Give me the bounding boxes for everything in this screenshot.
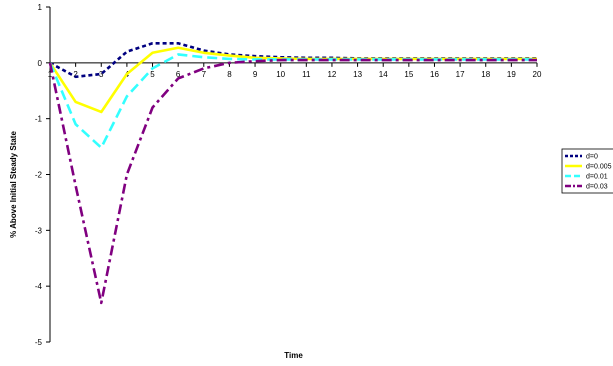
x-ticks: 1 2 3 4 5 6 7 8 9 10 11 12 13 14 15 16 17 18 19 20 (48, 62, 542, 79)
y-tick-label: -3 (35, 226, 43, 235)
x-tick-label: 15 (404, 70, 413, 79)
x-tick-label: 20 (533, 70, 542, 79)
x-tick-label: 17 (456, 70, 465, 79)
legend: d=0 d=0.005 d=0.01 d=0.03 (561, 148, 613, 194)
x-tick-label: 6 (176, 70, 181, 79)
legend-label-1: d=0.005 (586, 164, 612, 171)
y-tick-label: 0 (38, 59, 43, 68)
x-tick-label: 14 (379, 70, 388, 79)
x-axis-title: Time (284, 351, 303, 360)
legend-label-0: d=0 (586, 154, 598, 161)
y-tick-label: 1 (38, 3, 43, 12)
y-tick-label: -1 (35, 115, 43, 124)
y-axis-title: % Above Initial Steady State (9, 131, 18, 238)
x-tick-label: 8 (227, 70, 232, 79)
x-tick-label: 18 (481, 70, 490, 79)
y-ticks: 10-1-2-3-4-5 (35, 3, 50, 347)
legend-label-2: d=0.01 (586, 174, 608, 181)
x-tick-label: 13 (353, 70, 362, 79)
x-tick-label: 19 (507, 70, 516, 79)
x-tick-label: 1 (48, 70, 53, 79)
x-tick-label: 5 (150, 70, 155, 79)
x-tick-label: 16 (430, 70, 439, 79)
series-line-3 (48, 58, 537, 305)
x-tick-label: 3 (99, 70, 104, 79)
y-tick-label: -5 (35, 338, 43, 347)
x-tick-label: 9 (253, 70, 258, 79)
y-tick-label: -2 (35, 171, 43, 180)
x-tick-label: 11 (302, 70, 311, 79)
x-tick-label: 10 (276, 70, 285, 79)
series-lines (48, 41, 537, 305)
x-tick-label: 7 (202, 70, 207, 79)
series-line-2 (48, 53, 537, 149)
legend-label-3: d=0.03 (586, 184, 608, 191)
y-tick-label: -4 (35, 282, 43, 291)
x-tick-label: 2 (73, 70, 78, 79)
x-tick-label: 12 (327, 70, 336, 79)
